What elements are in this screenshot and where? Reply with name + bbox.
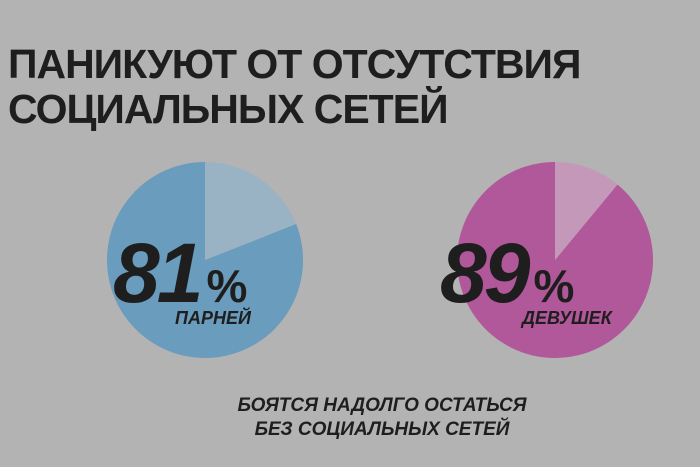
pie-slice	[205, 162, 297, 260]
pie-label: ДЕВУШЕК	[520, 308, 614, 328]
value-label: 89%	[440, 226, 573, 320]
caption-line: БОЯТСЯ НАДОЛГО ОСТАТЬСЯ	[237, 395, 527, 416]
title-line: ПАНИКУЮТ ОТ ОТСУТСТВИЯ	[8, 41, 580, 87]
pie-label: ПАРНЕЙ	[175, 307, 252, 328]
pie-slice	[555, 162, 618, 260]
value-label: 81%	[113, 226, 246, 320]
caption-line: БЕЗ СОЦИАЛЬНЫХ СЕТЕЙ	[255, 418, 510, 440]
pie-slice	[456, 162, 653, 358]
title-line: СОЦИАЛЬНЫХ СЕТЕЙ	[8, 86, 448, 132]
